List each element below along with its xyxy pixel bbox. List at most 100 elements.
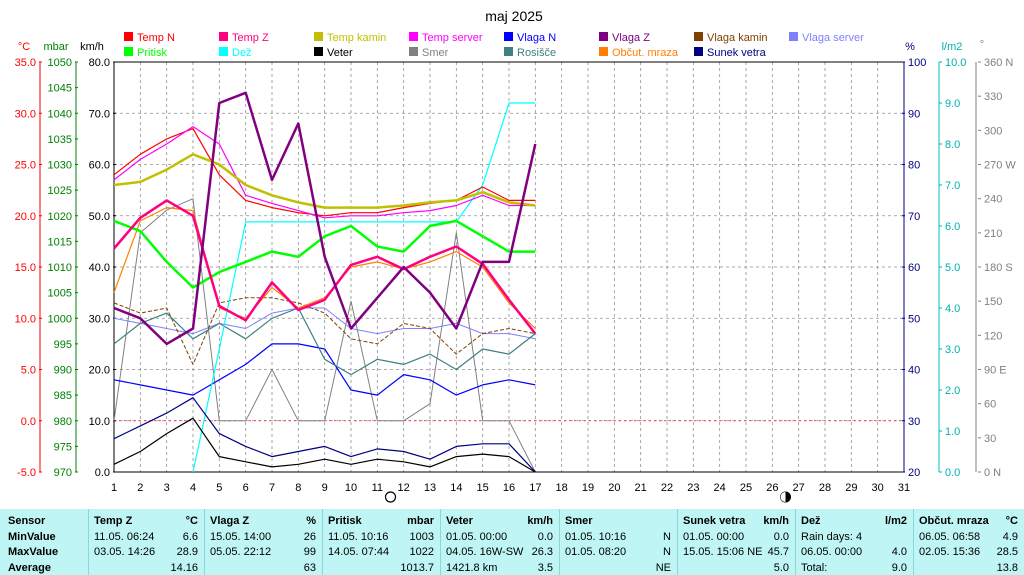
- x-tick-label: 19: [582, 482, 594, 494]
- pressure-tick-label: 1040: [48, 108, 72, 120]
- direction-tick-label: 120: [984, 330, 1002, 342]
- x-tick-label: 5: [216, 482, 222, 494]
- stat-separator: [559, 509, 560, 575]
- legend-label: Rosišče: [517, 47, 556, 59]
- stat-time: 11.05. 10:16: [328, 531, 389, 543]
- legend-label: Temp Z: [232, 32, 269, 44]
- weather-chart: maj 2025 Temp N Temp Z Temp kamin Temp serv…: [14, 8, 1017, 503]
- stat-value: 14.16: [170, 562, 198, 574]
- pressure-tick-label: 1020: [48, 211, 72, 223]
- stat-value: N: [663, 531, 671, 543]
- legend-swatch: [504, 47, 513, 56]
- series-line-temp-kamin: [113, 153, 536, 209]
- rain-tick-label: 8.0: [945, 139, 960, 151]
- pressure-tick-label: 1030: [48, 160, 72, 172]
- x-tick-label: 24: [714, 482, 726, 494]
- x-tick-label: 31: [898, 482, 910, 494]
- x-tick-label: 3: [164, 482, 170, 494]
- stat-column: Smer 01.05. 10:16 N 01.05. 08:20 N NE: [559, 509, 677, 575]
- legend-label: Smer: [422, 47, 449, 59]
- x-tick-label: 16: [503, 482, 515, 494]
- direction-tick-label: 150: [984, 296, 1002, 308]
- stat-column: Vlaga Z% 15.05. 14:00 26 05.05. 22:12 99 63: [204, 509, 322, 575]
- series-line-vlaga-n: [113, 343, 536, 396]
- x-tick-label: 25: [740, 482, 752, 494]
- humidity-tick-label: 70: [908, 211, 920, 223]
- x-tick-label: 6: [243, 482, 249, 494]
- series-line-pritisk: [113, 219, 536, 289]
- temp-tick-label: 5.0: [21, 365, 36, 377]
- rain-tick-label: 0.0: [945, 467, 960, 479]
- legend-label: Občut. mraza: [612, 47, 679, 59]
- x-tick-label: 29: [845, 482, 857, 494]
- series-line-temp-server: [113, 125, 536, 219]
- temp-tick-label: 25.0: [15, 160, 36, 172]
- rain-tick-label: 1.0: [945, 426, 960, 438]
- stat-value: 5.0: [773, 562, 789, 574]
- legend-swatch: [314, 32, 323, 41]
- stat-column: Veter km/h 01.05. 00:00 0.0 04.05. 16W-SW 26.…: [440, 509, 559, 575]
- pressure-tick-label: 980: [54, 416, 72, 428]
- stat-time: Rain days: 4: [801, 531, 863, 543]
- direction-tick-label: 210: [984, 228, 1002, 240]
- direction-tick-label: 360 N: [984, 57, 1013, 69]
- series-line-de-: [192, 102, 536, 473]
- x-tick-label: 23: [687, 482, 699, 494]
- legend-label: Temp server: [422, 32, 483, 44]
- stat-time: 01.05. 00:00: [683, 531, 745, 543]
- x-tick-label: 17: [529, 482, 541, 494]
- rain-tick-label: 6.0: [945, 221, 960, 233]
- pressure-axis-title: mbar: [43, 41, 68, 53]
- temp-tick-label: 15.0: [15, 262, 36, 274]
- row-label-max: MaxValue: [8, 546, 59, 558]
- series-line-veter: [113, 417, 536, 473]
- rain-tick-label: 3.0: [945, 344, 960, 356]
- legend-swatch: [219, 47, 228, 56]
- stat-unit: mbar: [407, 515, 434, 527]
- stat-time: 01.05. 10:16: [565, 531, 627, 543]
- legend-label: Temp N: [137, 32, 175, 44]
- stat-value: 99: [303, 546, 316, 558]
- stat-separator: [795, 509, 796, 575]
- pressure-tick-label: 985: [54, 390, 72, 402]
- pressure-tick-label: 1015: [48, 236, 72, 248]
- x-tick-label: 15: [477, 482, 489, 494]
- x-tick-label: 20: [608, 482, 620, 494]
- stat-time: 03.05. 14:26: [94, 546, 156, 558]
- row-labels-column: Sensor MinValue MaxValue Average: [0, 509, 88, 575]
- axes: -5.0 0.0 5.0 10.0 15.0 20.0 25.0 30.0 35.0 970 975…: [15, 57, 1017, 479]
- stat-value: 1013.7: [400, 562, 434, 574]
- rain-tick-label: 5.0: [945, 262, 960, 274]
- humidity-tick-label: 20: [908, 467, 920, 479]
- legend-label: Vlaga Z: [612, 32, 650, 44]
- rain-tick-label: 4.0: [945, 303, 960, 315]
- stat-time: 04.05. 16W-SW: [446, 546, 524, 558]
- stat-unit: km/h: [527, 515, 553, 527]
- x-tick-label: 10: [345, 482, 357, 494]
- stat-value: 6.6: [182, 531, 198, 543]
- x-tick-label: 8: [295, 482, 301, 494]
- wind-tick-label: 60.0: [89, 160, 110, 172]
- legend-label: Vlaga N: [517, 32, 556, 44]
- legend-swatch: [124, 32, 133, 41]
- stat-sensor-name: Temp Z: [94, 515, 133, 527]
- stat-value: 3.5: [537, 562, 553, 574]
- humidity-tick-label: 90: [908, 108, 920, 120]
- wind-tick-label: 70.0: [89, 108, 110, 120]
- temp-axis-title: °C: [18, 41, 30, 53]
- wind-tick-label: 80.0: [89, 57, 110, 69]
- direction-tick-label: 330: [984, 91, 1002, 103]
- stat-value: N: [663, 546, 671, 558]
- x-tick-label: 28: [819, 482, 831, 494]
- stat-unit: l/m2: [884, 515, 907, 527]
- series-line-temp-z: [113, 199, 537, 335]
- pressure-tick-label: 970: [54, 467, 72, 479]
- rain-tick-label: 2.0: [945, 385, 960, 397]
- x-tick-label: 12: [398, 482, 410, 494]
- temp-tick-label: 30.0: [15, 108, 36, 120]
- pressure-tick-label: 995: [54, 339, 72, 351]
- stat-separator: [440, 509, 441, 575]
- wind-axis-title: km/h: [80, 41, 104, 53]
- series-line-vlaga-z: [113, 91, 537, 346]
- temp-tick-label: 0.0: [21, 416, 36, 428]
